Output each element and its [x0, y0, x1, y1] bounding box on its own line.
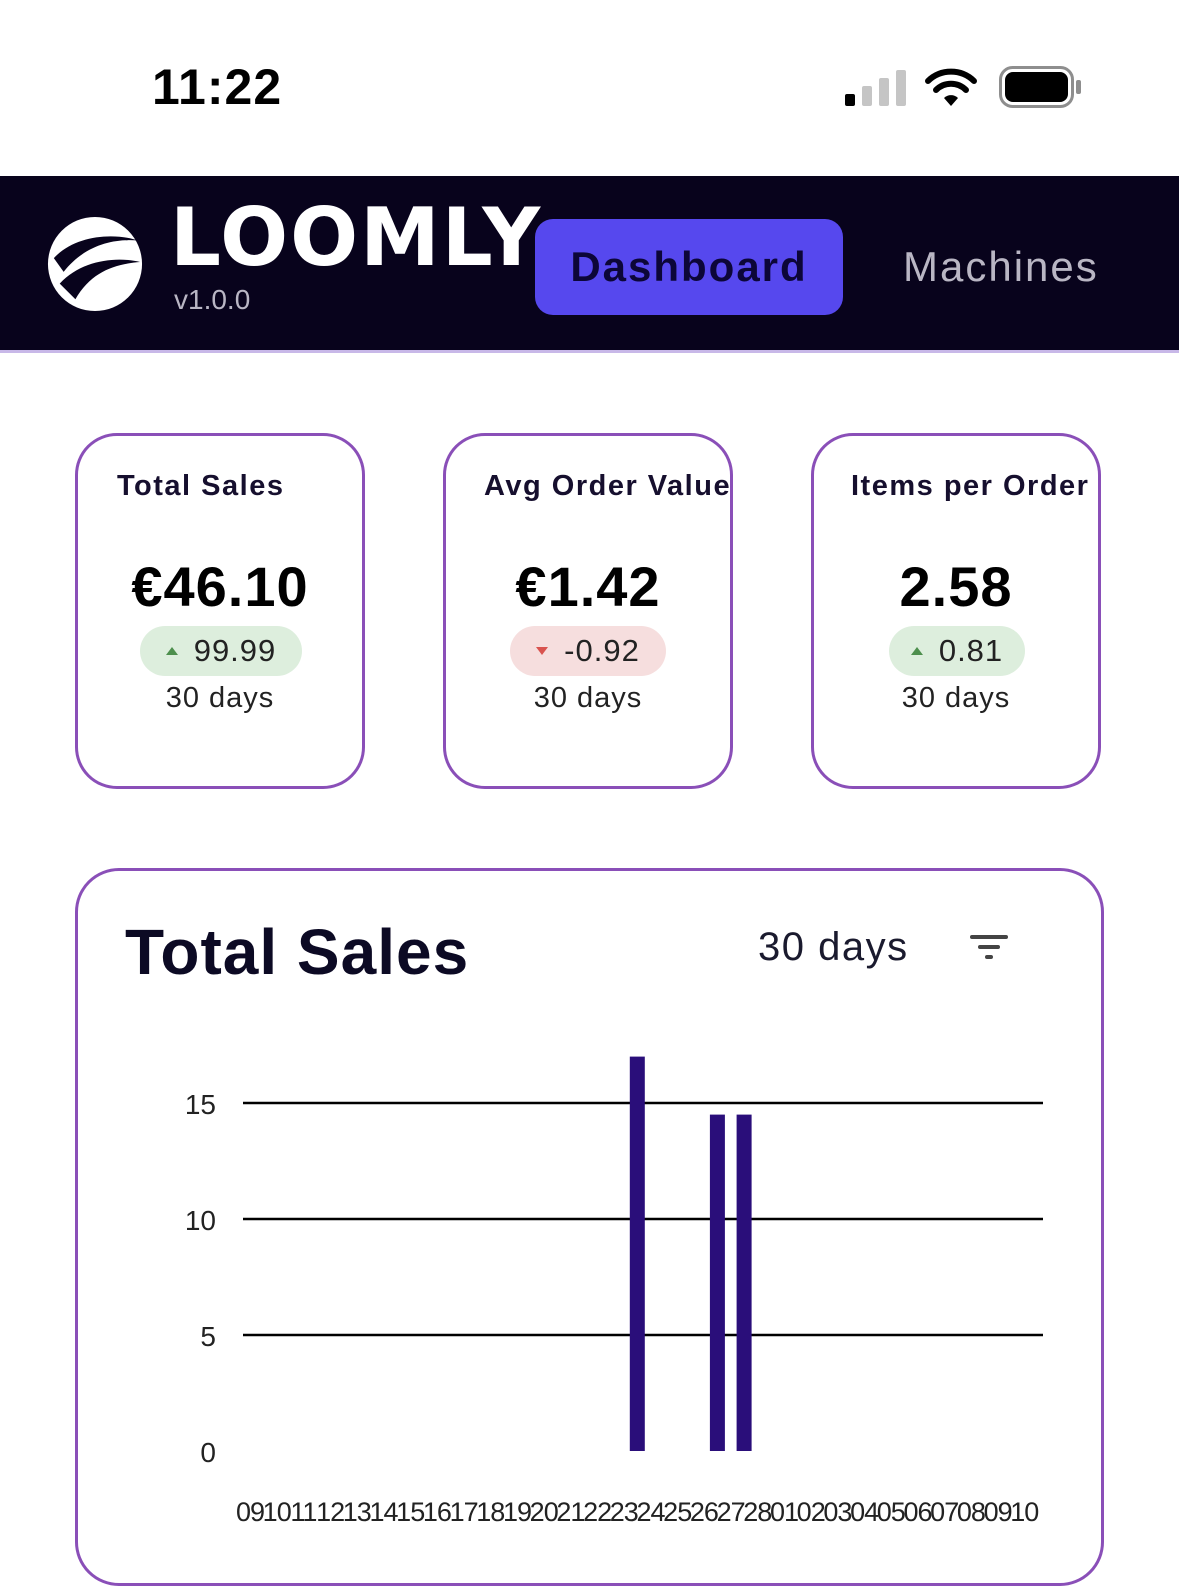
kpi-value: €1.42 [515, 555, 661, 618]
kpi-delta-value: -0.92 [564, 633, 640, 668]
chart-bar [736, 1114, 752, 1451]
kpi-delta-badge: 0.81 [889, 626, 1025, 676]
tab-machines[interactable]: Machines [903, 243, 1099, 290]
x-tick-label: 25 [663, 1497, 691, 1527]
kpi-period: 30 days [533, 682, 643, 714]
trend-down-icon [536, 647, 549, 655]
chart-period-selector[interactable]: 30 days [758, 925, 909, 969]
wifi-icon [925, 68, 977, 106]
x-tick-label: 27 [717, 1497, 745, 1527]
loomly-logo-icon [47, 216, 143, 312]
kpi-delta-badge: -0.92 [510, 626, 666, 676]
x-tick-label: 12 [316, 1497, 344, 1527]
kpi-card-items-per-order: Items per Order 2.58 0.81 30 days [811, 433, 1101, 789]
clock-time: 11:22 [152, 59, 283, 115]
kpi-period: 30 days [901, 682, 1011, 714]
x-tick-label: 10 [263, 1497, 291, 1527]
x-tick-label: 23 [610, 1497, 638, 1527]
x-tick-label: 03 [823, 1497, 851, 1527]
y-tick-label: 10 [185, 1205, 216, 1236]
x-tick-label: 10 [1010, 1497, 1038, 1527]
x-tick-label: 09 [984, 1497, 1012, 1527]
kpi-delta-value: 99.99 [193, 633, 277, 668]
y-tick-label: 15 [185, 1089, 216, 1120]
brand-name: LOOMLY [170, 191, 543, 284]
app-version: v1.0.0 [174, 284, 251, 315]
kpi-value: €46.10 [131, 555, 309, 618]
kpi-value: 2.58 [899, 555, 1013, 618]
x-tick-label: 17 [450, 1497, 478, 1527]
x-tick-label: 16 [423, 1497, 451, 1527]
y-tick-label: 5 [200, 1321, 216, 1352]
y-tick-label: 0 [200, 1437, 216, 1468]
kpi-card-total-sales: Total Sales €46.10 99.99 30 days [75, 433, 365, 789]
kpi-title: Total Sales [117, 470, 285, 502]
kpi-card-avg-order-value: Avg Order Value €1.42 -0.92 30 days [443, 433, 733, 789]
x-tick-label: 18 [476, 1497, 504, 1527]
x-tick-label: 15 [396, 1497, 424, 1527]
battery-icon [999, 66, 1081, 108]
x-tick-label: 05 [877, 1497, 905, 1527]
top-navbar: LOOMLY v1.0.0 Dashboard Machines [0, 176, 1179, 353]
x-tick-label: 04 [850, 1497, 879, 1527]
x-tick-label: 26 [690, 1497, 718, 1527]
x-tick-label: 24 [636, 1497, 665, 1527]
x-tick-label: 06 [903, 1497, 931, 1527]
kpi-delta-badge: 99.99 [140, 626, 302, 676]
tab-dashboard[interactable]: Dashboard [535, 219, 843, 315]
kpi-title: Items per Order [851, 470, 1090, 502]
kpi-delta-value: 0.81 [938, 633, 1004, 668]
status-bar: 11:22 [0, 0, 1179, 176]
chart-bar [629, 1056, 645, 1451]
trend-up-icon [165, 647, 178, 655]
chart-title: Total Sales [125, 916, 470, 988]
x-tick-label: 07 [930, 1497, 958, 1527]
x-tick-label: 09 [236, 1497, 264, 1527]
x-tick-label: 13 [343, 1497, 371, 1527]
kpi-period: 30 days [165, 682, 275, 714]
x-tick-label: 20 [530, 1497, 558, 1527]
x-tick-label: 22 [583, 1497, 611, 1527]
kpi-title: Avg Order Value [484, 470, 732, 502]
filter-icon[interactable] [968, 929, 1012, 965]
chart-bar [709, 1114, 725, 1451]
x-tick-label: 21 [556, 1497, 584, 1527]
x-tick-label: 19 [503, 1497, 531, 1527]
total-sales-chart-card: Total Sales 30 days 0 5 10 15 09 10 11 12 13 14 15… [75, 868, 1104, 1586]
x-tick-label: 28 [743, 1497, 771, 1527]
cellular-signal-icon [845, 70, 906, 106]
x-tick-label: 14 [369, 1497, 398, 1527]
x-tick-label: 01 [770, 1497, 798, 1527]
x-tick-label: 02 [797, 1497, 825, 1527]
x-tick-label: 08 [957, 1497, 985, 1527]
x-tick-label: 11 [290, 1497, 316, 1527]
trend-up-icon [910, 647, 923, 655]
